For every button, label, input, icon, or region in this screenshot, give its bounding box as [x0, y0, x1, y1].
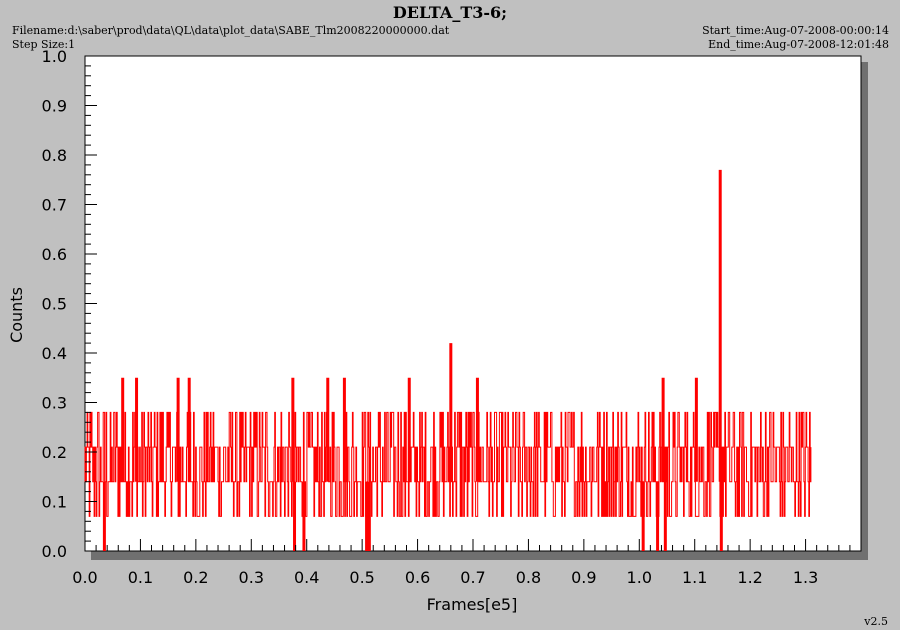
- x-tick-label: 1.3: [793, 568, 818, 587]
- series-layer: [84, 169, 812, 551]
- version-label: v2.5: [864, 615, 888, 628]
- y-tick-label: 0.4: [42, 344, 67, 363]
- y-tick-label: 0.7: [42, 196, 67, 215]
- x-tick-label: 0.1: [128, 568, 153, 587]
- y-axis-label: Counts: [7, 287, 26, 343]
- step-size-label: Step Size:1: [12, 38, 76, 51]
- y-tick-label: 0.3: [42, 394, 67, 413]
- x-tick-label: 0.7: [460, 568, 485, 587]
- x-tick-label: 0.9: [571, 568, 596, 587]
- x-tick-label: 1.0: [627, 568, 652, 587]
- y-tick-label: 0.0: [42, 542, 67, 561]
- x-tick-label: 1.1: [682, 568, 707, 587]
- end-time-label: End_time:Aug-07-2008-12:01:48: [708, 38, 889, 51]
- y-tick-label: 0.8: [42, 146, 67, 165]
- y-tick-label: 1.0: [42, 47, 67, 66]
- x-tick-label: 0.8: [516, 568, 541, 587]
- x-tick-label: 0.4: [294, 568, 319, 587]
- start-time-label: Start_time:Aug-07-2008-00:00:14: [702, 24, 889, 37]
- x-tick-label: 0.3: [239, 568, 264, 587]
- x-tick-label: 0.2: [183, 568, 208, 587]
- counts-series-line: [84, 411, 812, 517]
- y-tick-label: 0.9: [42, 97, 67, 116]
- y-tick-label: 0.5: [42, 295, 67, 314]
- x-tick-label: 1.2: [737, 568, 762, 587]
- y-tick-label: 0.1: [42, 493, 67, 512]
- x-axis-label: Frames[e5]: [427, 595, 518, 614]
- x-tick-label: 0.0: [72, 568, 97, 587]
- chart-title: DELTA_T3-6;: [392, 3, 508, 22]
- x-tick-label: 0.6: [405, 568, 430, 587]
- y-tick-label: 0.6: [42, 245, 67, 264]
- filename-label: Filename:d:\saber\prod\data\QL\data\plot…: [12, 24, 450, 37]
- axis-layer: 0.0 0.1 0.2 0.3 0.4 0.5 0.6 0.7 0.8 0.9 1.0 1.1 1.2 1…: [42, 47, 851, 587]
- y-tick-label: 0.2: [42, 443, 67, 462]
- x-tick-label: 0.5: [349, 568, 374, 587]
